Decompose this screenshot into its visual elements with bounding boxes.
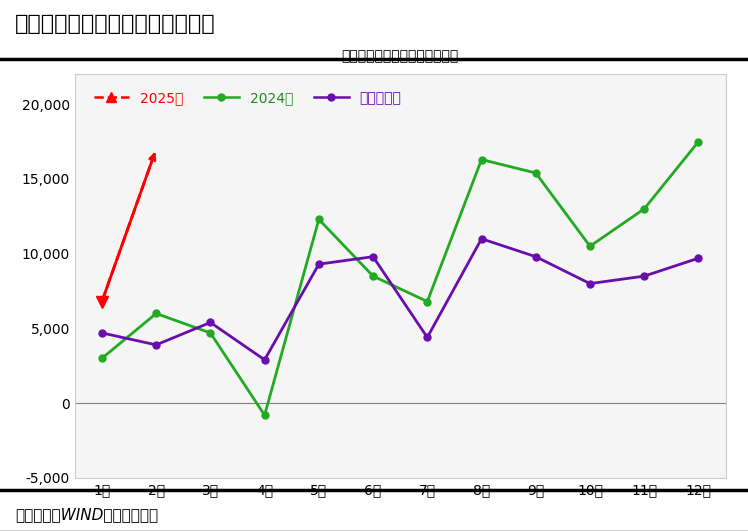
近五年均值 [206, 319, 215, 326]
近五年均值 [640, 273, 649, 279]
近五年均值 [314, 261, 323, 267]
近五年均值 [694, 255, 703, 261]
近五年均值 [152, 341, 161, 348]
2024年 [586, 243, 595, 250]
2024年 [314, 216, 323, 222]
2024年 [640, 205, 649, 212]
2024年 [423, 298, 432, 305]
近五年均值 [97, 330, 106, 336]
近五年均值 [423, 334, 432, 340]
2024年 [694, 139, 703, 145]
近五年均值 [369, 253, 378, 260]
2024年 [152, 310, 161, 316]
Legend: 2025年, 2024年, 近五年均值: 2025年, 2024年, 近五年均值 [88, 85, 407, 110]
近五年均值 [477, 236, 486, 242]
Text: 资料来源：WIND，财信研究院: 资料来源：WIND，财信研究院 [15, 507, 158, 522]
近五年均值 [531, 253, 540, 260]
2024年 [369, 273, 378, 279]
近五年均值 [260, 357, 269, 363]
Line: 近五年均值: 近五年均值 [99, 235, 702, 363]
近五年均值 [586, 280, 595, 287]
2024年 [477, 156, 486, 162]
2024年 [260, 412, 269, 418]
Title: 当月新增政府债券规模（亿元）: 当月新增政府债券规模（亿元） [342, 49, 459, 63]
Text: 图４：２月政府债券同比大幅多增: 图４：２月政府债券同比大幅多增 [15, 14, 215, 34]
2024年 [97, 355, 106, 362]
Line: 2024年: 2024年 [99, 138, 702, 418]
2024年 [531, 170, 540, 176]
2024年 [206, 330, 215, 336]
